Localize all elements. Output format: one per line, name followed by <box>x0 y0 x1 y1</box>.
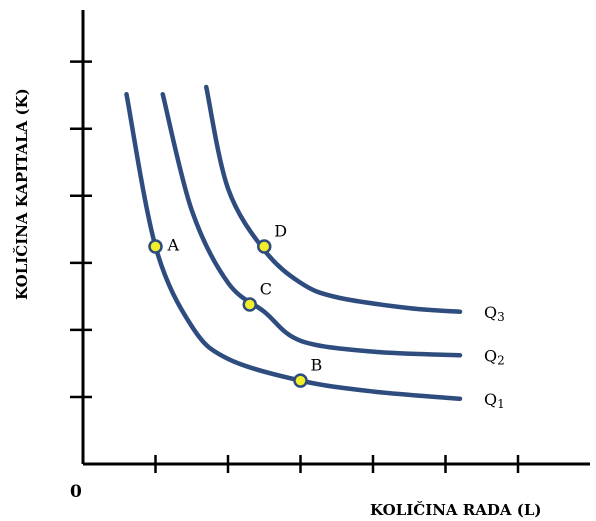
point-c <box>242 297 257 312</box>
point-label-a: A <box>167 236 180 255</box>
labels: Q1 Q2 Q3 A B C D <box>167 222 505 411</box>
point-label-b: B <box>311 356 323 375</box>
curve-q1 <box>124 92 463 401</box>
point-d <box>257 239 272 254</box>
origin-label: 0 <box>70 482 82 502</box>
y-axis-label: KOLIČINA KAPITALA (K) <box>13 88 31 300</box>
curve-label-q2: Q2 <box>484 346 505 367</box>
point-a <box>148 239 163 254</box>
point-b <box>293 373 308 388</box>
axes <box>81 10 590 466</box>
x-axis-label: KOLIČINA RADA (L) <box>370 501 542 519</box>
curve-q3 <box>204 84 463 314</box>
curve-q2 <box>160 92 463 358</box>
point-label-d: D <box>274 222 287 241</box>
curve-label-q1: Q1 <box>484 390 505 411</box>
isoquant-curves <box>124 84 463 401</box>
ticks <box>70 60 520 473</box>
curve-label-q3: Q3 <box>484 303 505 324</box>
points <box>148 239 308 388</box>
point-label-c: C <box>260 280 272 299</box>
